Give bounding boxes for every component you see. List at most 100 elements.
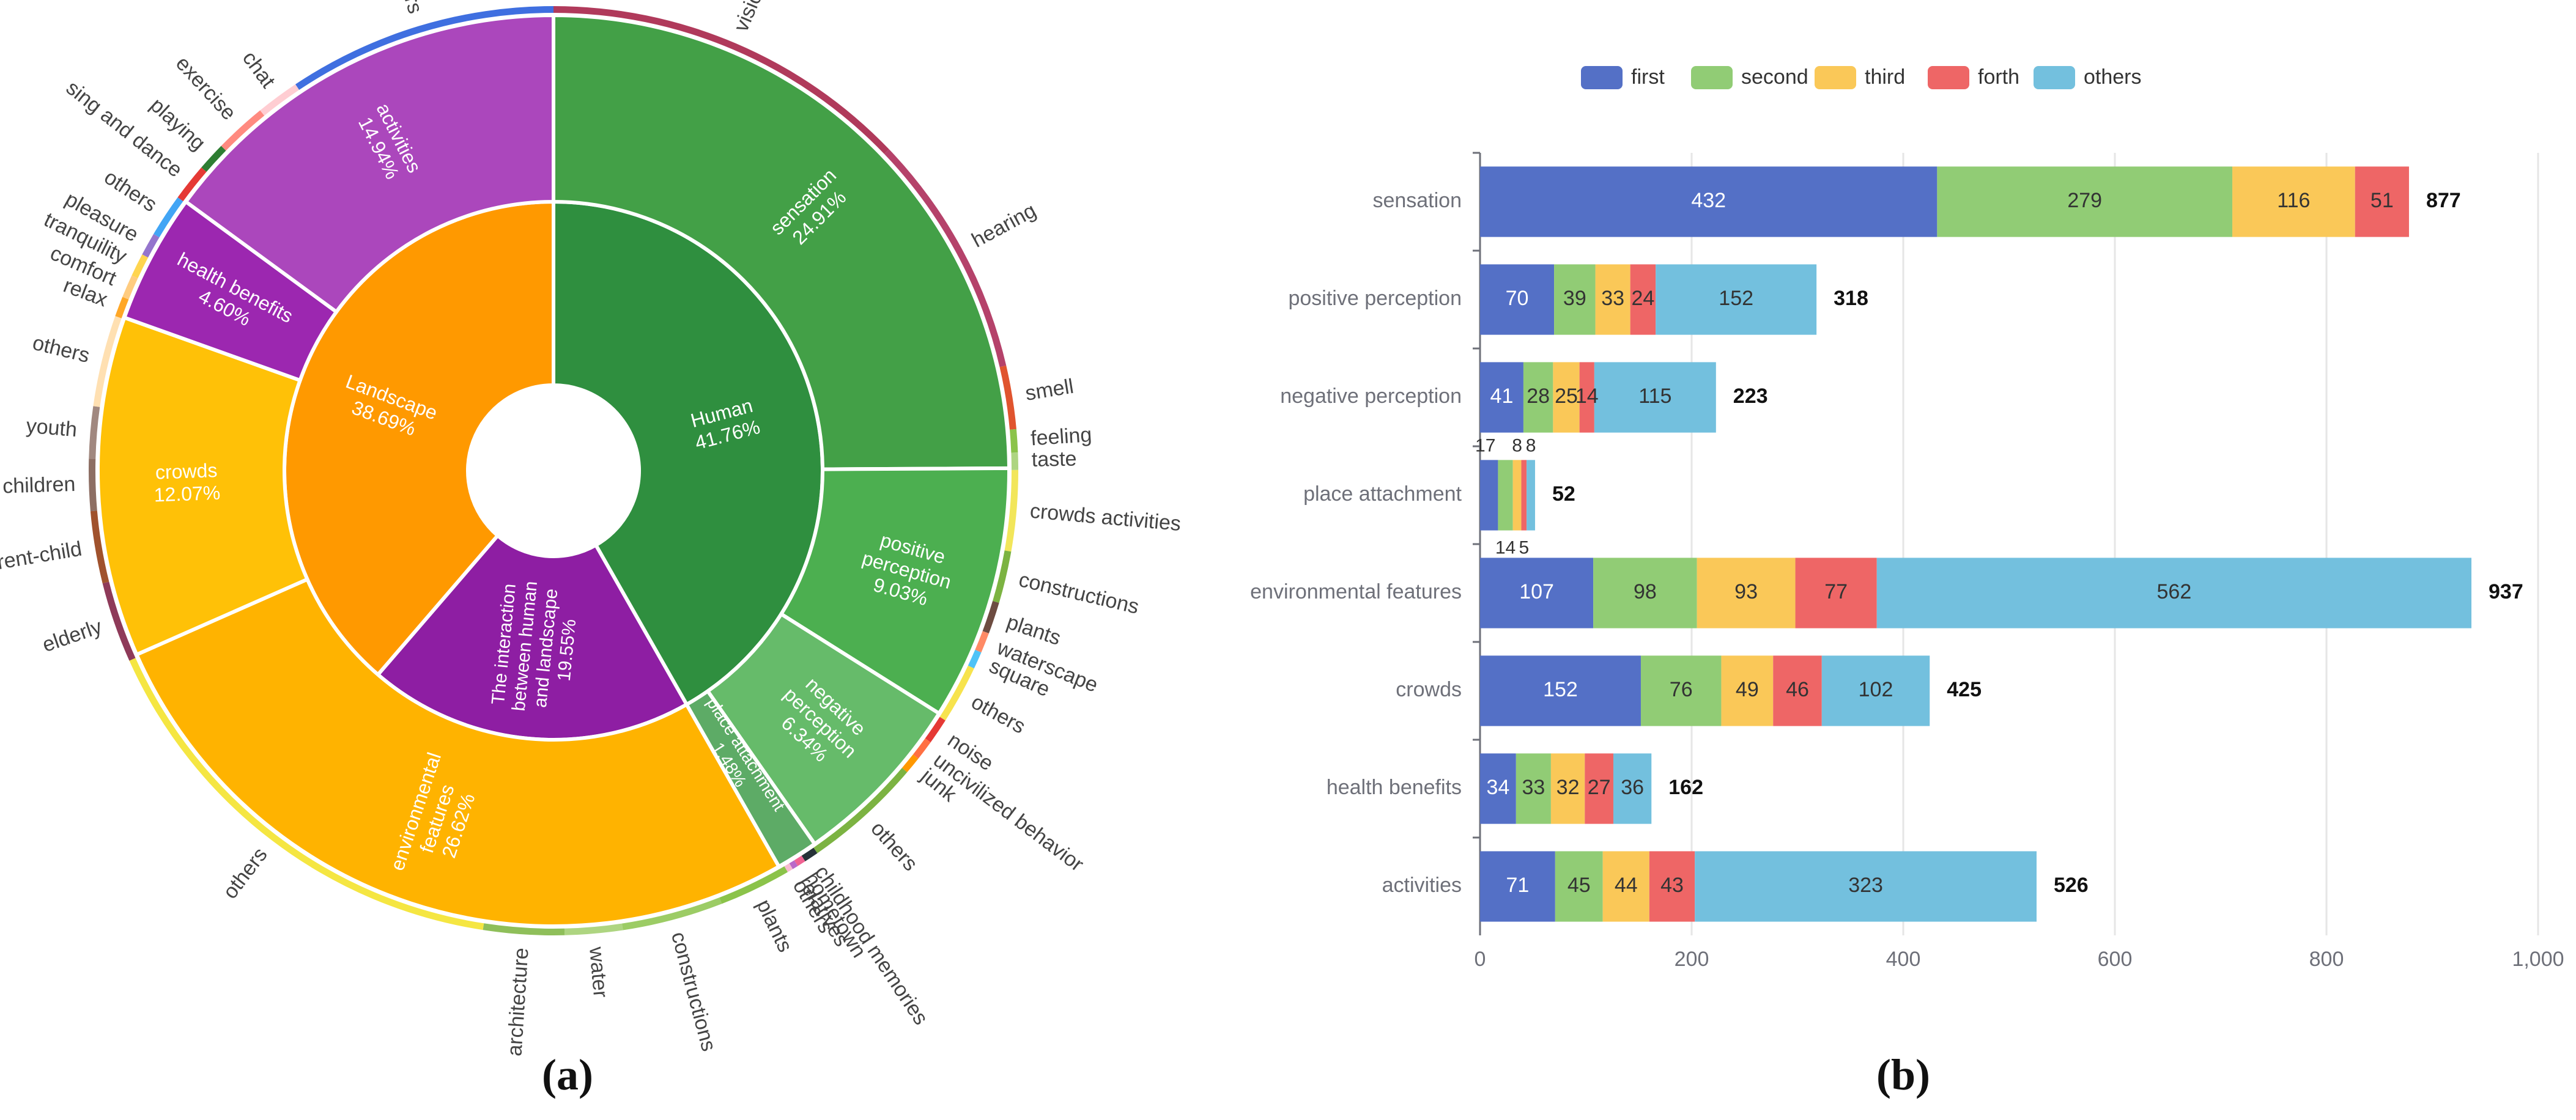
bar-first[interactable] (1480, 264, 1555, 335)
bar-first[interactable] (1480, 851, 1555, 922)
category-label: place attachment (1303, 482, 1462, 506)
legend-swatch-first[interactable] (1581, 66, 1623, 89)
bar-forth[interactable] (2355, 166, 2409, 237)
bar-value-label: 28 (1527, 385, 1550, 408)
bar-value-label: 49 (1736, 678, 1759, 701)
bar-first[interactable] (1480, 460, 1498, 531)
bar-second[interactable] (1516, 753, 1551, 824)
bar-value-label: 115 (1638, 385, 1671, 408)
bar-second[interactable] (1498, 460, 1513, 531)
legend-swatch-third[interactable] (1815, 66, 1856, 89)
bar-value-label: 432 (1691, 189, 1726, 212)
bar-value-label: 41 (1490, 385, 1514, 408)
bar-total-label: 425 (1947, 678, 1982, 701)
bar-forth[interactable] (1649, 851, 1695, 922)
bar-first[interactable] (1480, 558, 1594, 628)
legend-label-others[interactable]: others (2084, 65, 2142, 89)
legend-label-first[interactable]: first (1631, 65, 1665, 89)
bar-value-label: 44 (1615, 874, 1638, 897)
legend-label-third[interactable]: third (1865, 65, 1905, 89)
bar-value-label: 77 (1824, 580, 1848, 603)
outer-slice-37 (260, 84, 300, 116)
bar-first[interactable] (1480, 655, 1641, 726)
bar-third[interactable] (1721, 655, 1774, 726)
bar-third[interactable] (1595, 264, 1630, 335)
bar-value-label: 34 (1486, 776, 1509, 799)
bar-value-label: 8 (1512, 435, 1522, 455)
bar-total-label: 52 (1552, 482, 1575, 506)
outer-slice-35 (201, 146, 226, 172)
outer-slice-24 (102, 581, 136, 661)
category-label: health benefits (1327, 776, 1462, 799)
bar-second[interactable] (1593, 558, 1697, 628)
bar-forth[interactable] (1795, 558, 1877, 628)
sunburst-outer-ring (89, 6, 1018, 935)
bar-value-label: 24 (1632, 287, 1655, 310)
bar-forth[interactable] (1630, 264, 1656, 335)
middle-slice-0 (552, 13, 1012, 471)
outer-slice-25 (90, 510, 109, 584)
outer-slice-12 (912, 738, 931, 759)
bar-forth[interactable] (1579, 362, 1594, 433)
legend-swatch-forth[interactable] (1928, 66, 1969, 89)
bar-others[interactable] (1594, 362, 1716, 433)
bar-third[interactable] (2232, 166, 2355, 237)
bar-value-label: 107 (1519, 580, 1554, 603)
bar-first[interactable] (1480, 753, 1516, 824)
middle-label-5-line: crowds (155, 459, 218, 484)
bar-third[interactable] (1553, 362, 1580, 433)
outer-slice-27 (89, 406, 100, 459)
outer-slice-36 (221, 110, 265, 151)
outer-label-21: water (585, 945, 612, 998)
legend-label-second[interactable]: second (1741, 65, 1808, 89)
bar-value-label: 8 (1526, 435, 1536, 455)
bar-forth[interactable] (1585, 753, 1613, 824)
bar-value-label: 27 (1588, 776, 1611, 799)
bar-others[interactable] (1695, 851, 2037, 922)
bar-value-label: 32 (1556, 776, 1580, 799)
x-tick-label: 1,000 (2512, 948, 2564, 971)
outer-label-27: youth (25, 414, 78, 441)
x-tick-label: 800 (2309, 948, 2344, 971)
outer-label-4: taste (1031, 447, 1076, 471)
bar-value-label: 152 (1543, 678, 1578, 701)
bar-legend: first second third forth others (1581, 65, 2142, 89)
outer-slice-32 (142, 234, 160, 258)
legend-swatch-others[interactable] (2034, 66, 2075, 89)
bar-third[interactable] (1697, 558, 1796, 628)
bar-others[interactable] (1613, 753, 1652, 824)
bar-second[interactable] (1640, 655, 1722, 726)
outer-slice-22 (483, 923, 565, 935)
bar-forth[interactable] (1773, 655, 1822, 726)
bar-third[interactable] (1512, 460, 1522, 531)
bar-second[interactable] (1523, 362, 1553, 433)
bar-third[interactable] (1602, 851, 1649, 922)
bar-others[interactable] (1527, 460, 1535, 531)
bar-third[interactable] (1550, 753, 1585, 824)
bar-others[interactable] (1821, 655, 1930, 726)
outer-slice-33 (154, 197, 183, 238)
bar-others[interactable] (1876, 558, 2472, 628)
x-tick-label: 0 (1475, 948, 1486, 971)
bar-value-label: 36 (1621, 776, 1644, 799)
outer-slice-7 (982, 600, 999, 634)
bar-second[interactable] (1555, 851, 1603, 922)
outer-slice-5 (1004, 470, 1018, 552)
bar-value-label: 43 (1660, 874, 1684, 897)
legend-label-forth[interactable]: forth (1978, 65, 2019, 89)
bar-first[interactable] (1480, 362, 1523, 433)
bar-forth[interactable] (1521, 460, 1527, 531)
bar-others[interactable] (1656, 264, 1817, 335)
sunburst-middle-labels: sensation24.91%positiveperception9.03%ne… (154, 100, 953, 874)
bar-second[interactable] (1937, 166, 2233, 237)
bar-second[interactable] (1554, 264, 1596, 335)
bar-value-label: 46 (1786, 678, 1809, 701)
outer-slice-30 (122, 275, 138, 300)
legend-swatch-second[interactable] (1691, 66, 1733, 89)
bar-first[interactable] (1480, 166, 1938, 237)
category-label: activities (1382, 874, 1462, 897)
bar-total-label: 937 (2489, 580, 2523, 603)
x-tick-label: 600 (2098, 948, 2133, 971)
bar-value-label: 71 (1506, 874, 1530, 897)
